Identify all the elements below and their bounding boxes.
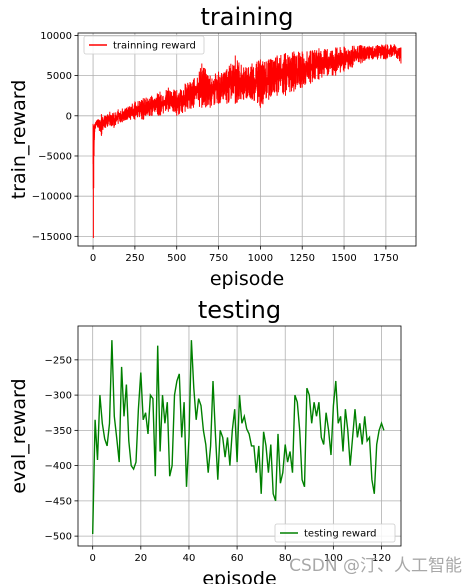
chart-1-y-tick-label-4: 5000 [47,71,72,82]
chart-1-x-tick-label-4: 1000 [248,253,273,264]
chart-1-x-axis-label: episode [210,268,284,290]
chart-2-x-tick-label-5: 100 [324,553,343,564]
chart-2-x-tick-label-1: 20 [134,553,147,564]
chart-1-title: training [201,3,294,31]
chart-2-x-tick-label-4: 80 [279,553,292,564]
chart-2-plot-frame [77,325,402,547]
chart-1: 0 250 500 750 1000 1250 1500 1750 −15000 −10000 −5… [8,3,417,290]
chart-1-y-tick-label-1: −10000 [32,192,72,203]
chart-2-y-tick-label-5: −250 [45,355,72,366]
chart-1-legend-label: trainning reward [113,41,196,52]
chart-2-legend-box [274,523,396,543]
chart-2-y-tick-label-0: −500 [45,532,72,543]
chart-2-x-axis-label: episode [202,568,276,584]
chart-2-x-tick-label-0: 0 [89,553,95,564]
chart-2-series-line-0 [92,340,385,535]
chart-1-x-tick-label-7: 1750 [373,253,398,264]
chart-1-y-axis-label: train_reward [8,80,30,200]
chart-1-legend-box [83,35,205,55]
chart-2-x-tick-label-6: 120 [372,553,391,564]
chart-2: 0 20 40 60 80 100 120 −500 −450 −400 −350 −300 −250 t… [8,296,402,584]
chart-2-y-tick-label-2: −400 [45,461,72,472]
chart-2-legend: testing reward [274,523,396,543]
chart-2-x-tick-label-2: 40 [183,553,196,564]
chart-2-y-tick-label-4: −300 [45,391,72,402]
chart-1-legend: trainning reward [83,35,205,55]
chart-1-series-line-0 [92,44,402,238]
chart-1-plot-frame [77,32,417,247]
chart-2-legend-label: testing reward [304,529,376,540]
chart-1-x-tick-label-6: 1500 [331,253,356,264]
chart-1-x-tick-label-2: 500 [167,253,186,264]
chart-1-x-tick-label-1: 250 [125,253,144,264]
chart-1-y-tick-label-0: −15000 [32,232,72,243]
watermark: CSDN @汀、人工智能 [289,556,462,576]
chart-2-title: testing [198,296,281,324]
chart-1-y-tick-label-5: 10000 [40,31,72,42]
chart-1-x-tick-label-3: 750 [209,253,228,264]
chart-1-x-tick-label-0: 0 [90,253,96,264]
chart-2-y-tick-label-1: −450 [45,496,72,507]
chart-2-y-tick-label-3: −350 [45,426,72,437]
chart-2-y-axis-label: eval_reward [8,378,30,493]
chart-1-y-tick-label-3: 0 [66,111,72,122]
chart-1-x-tick-label-5: 1250 [289,253,314,264]
chart-1-y-tick-label-2: −5000 [38,151,72,162]
chart-2-x-tick-label-3: 60 [231,553,244,564]
